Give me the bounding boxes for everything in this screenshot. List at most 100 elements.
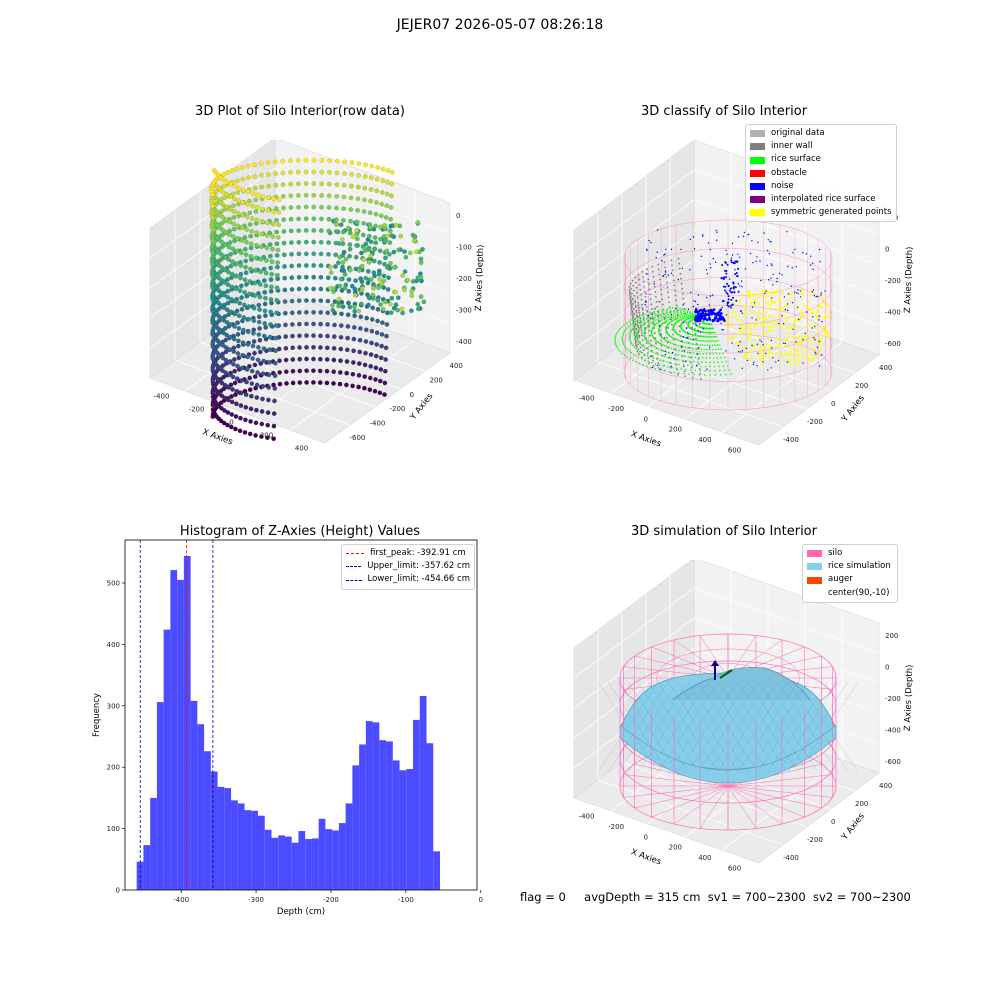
histogram-reference-lines: [139, 540, 214, 890]
classify-inner-wall-point: [658, 273, 661, 276]
legend-label: silo: [828, 548, 843, 558]
classify-rice-surface-point: [643, 353, 646, 355]
simulation-silo-bottom-spoke: [634, 785, 729, 809]
grid-line: [573, 199, 695, 291]
raw-point: [383, 255, 388, 261]
classify-rice-surface-point: [641, 345, 644, 347]
classify-noise-point: [772, 357, 774, 359]
raw-x-tick-label: -400: [154, 393, 170, 401]
classify-x-tick-label: -400: [579, 395, 595, 403]
raw-point: [263, 325, 269, 330]
classify-noise-point: [715, 239, 718, 241]
raw-point: [290, 357, 296, 362]
raw-point: [311, 157, 317, 163]
raw-point: [361, 209, 367, 214]
classify-rice-surface-point: [678, 372, 680, 374]
classify-noise-point: [707, 242, 710, 244]
raw-point: [270, 234, 276, 239]
classify-inner-wall-point: [649, 339, 652, 342]
classify-inner-wall-point: [635, 328, 638, 331]
raw-point: [332, 275, 338, 281]
raw-point: [311, 181, 317, 186]
raw-point: [377, 276, 382, 282]
raw-point: [210, 238, 216, 244]
classify-noise-point: [670, 314, 673, 316]
classify-inner-wall-point: [634, 306, 637, 309]
classify-inner-wall-point: [664, 266, 666, 269]
classify-symmetric-point: [789, 300, 792, 303]
classify-symmetric-point: [765, 311, 768, 314]
raw-point: [385, 179, 390, 185]
histogram-y-tick-label: 300: [107, 702, 120, 710]
simulation-x-tick-label: 600: [728, 865, 741, 873]
raw-point: [242, 246, 248, 252]
classify-rice-surface-point: [680, 368, 682, 370]
classify-point-cloud: [614, 229, 830, 380]
classify-noise-cluster-point: [719, 316, 722, 319]
raw-point: [348, 195, 354, 201]
classify-rice-surface-point: [643, 330, 646, 333]
raw-point: [369, 328, 375, 334]
histogram-bar: [419, 695, 427, 890]
classify-rice-surface-point: [629, 339, 631, 342]
grid-line: [199, 341, 376, 408]
classify-rice-surface-point: [673, 337, 676, 340]
raw-point: [259, 231, 265, 237]
raw-point: [261, 358, 266, 364]
classify-rice-surface-point: [636, 336, 638, 338]
classify-noise-point: [762, 344, 764, 346]
classify-rice-surface-point: [704, 369, 706, 372]
classify-symmetric-point: [748, 311, 751, 314]
classify-noise-point: [802, 362, 804, 364]
classify-inner-wall-point: [637, 301, 640, 304]
classify-inner-wall-point: [631, 312, 633, 314]
classify-symmetric-point: [817, 306, 820, 309]
raw-point: [230, 203, 236, 209]
classify-rice-surface-point: [621, 337, 624, 340]
classify-rice-surface-point: [709, 370, 711, 372]
classify-noise-point: [726, 253, 728, 255]
classify-inner-wall-point: [666, 336, 668, 339]
classify-rice-surface-point: [627, 325, 630, 328]
grid-line: [573, 229, 695, 321]
classify-symmetric-point: [791, 292, 794, 295]
raw-point: [359, 250, 364, 256]
raw-point: [311, 356, 316, 362]
legend-label: auger: [828, 574, 853, 585]
classify-symmetric-point: [819, 295, 822, 298]
classify-symmetric-point: [735, 342, 738, 345]
raw-point: [274, 310, 279, 316]
classify-symmetric-point: [767, 322, 770, 325]
classify-z-axis-label: Z Axies (Depth): [903, 246, 915, 313]
classify-rice-surface-point: [651, 328, 654, 330]
classify-symmetric-point: [726, 338, 730, 341]
raw-point: [226, 257, 232, 262]
raw-point: [352, 304, 357, 310]
raw-point: [230, 387, 235, 392]
classify-symmetric-point: [742, 304, 745, 307]
raw-point: [349, 183, 354, 189]
classify-inner-wall-point: [634, 330, 636, 333]
raw-point: [319, 169, 325, 175]
classify-symmetric-point: [791, 326, 794, 329]
raw-point: [416, 306, 421, 312]
classify-noise-cluster-point: [711, 309, 714, 313]
classify-inner-wall-point: [631, 298, 634, 301]
raw-point: [239, 225, 245, 231]
classify-axes-box: [573, 140, 880, 446]
histogram-x-label: Depth (cm): [277, 907, 325, 917]
raw-point: [282, 287, 288, 293]
raw-point: [266, 372, 272, 378]
classify-rice-surface-point: [667, 316, 669, 318]
classify-symmetric-point: [824, 329, 827, 332]
raw-point: [233, 273, 239, 279]
classify-symmetric-point: [784, 344, 787, 347]
histogram-bar: [318, 818, 326, 890]
classify-symmetric-point: [748, 335, 751, 338]
raw-point: [368, 187, 374, 192]
raw-point: [218, 175, 224, 180]
raw-point: [331, 334, 337, 339]
classify-rice-surface-point: [684, 346, 687, 349]
classify-noise-streak-point: [733, 261, 736, 264]
raw-point: [288, 181, 294, 187]
